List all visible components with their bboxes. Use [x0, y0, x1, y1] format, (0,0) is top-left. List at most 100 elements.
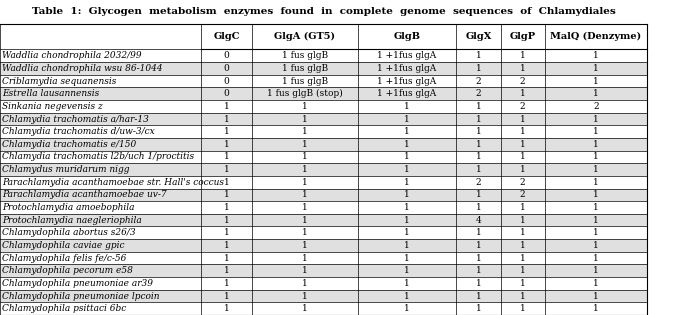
Text: 1: 1	[593, 190, 599, 199]
Bar	[0, 125, 647, 138]
Text: 1: 1	[520, 152, 526, 161]
Text: 1: 1	[593, 203, 599, 212]
Text: Chlamydophila psittaci 6bc: Chlamydophila psittaci 6bc	[2, 304, 126, 313]
Text: 1: 1	[520, 114, 526, 123]
Text: 1 fus glgB: 1 fus glgB	[282, 51, 328, 60]
Text: 1: 1	[520, 292, 526, 301]
Text: 1: 1	[520, 89, 526, 98]
Text: 1 fus glgB (stop): 1 fus glgB (stop)	[267, 89, 343, 98]
Text: 2: 2	[475, 77, 481, 86]
Text: 1: 1	[520, 203, 526, 212]
Text: 2: 2	[475, 89, 481, 98]
Text: 1: 1	[520, 279, 526, 288]
Text: 1: 1	[223, 140, 229, 149]
Text: 1: 1	[404, 140, 410, 149]
Text: 4: 4	[475, 216, 481, 225]
Bar	[0, 62, 647, 75]
Text: 0: 0	[223, 51, 229, 60]
Text: 1: 1	[520, 241, 526, 250]
Text: Protochlamydia naegleriophila: Protochlamydia naegleriophila	[2, 216, 142, 225]
Text: 1: 1	[593, 241, 599, 250]
Text: 1: 1	[404, 304, 410, 313]
Text: 1: 1	[404, 228, 410, 237]
Text: Chlamydophila caviae gpic: Chlamydophila caviae gpic	[2, 241, 125, 250]
Text: 1: 1	[593, 114, 599, 123]
Text: Chlamydophila pneumoniae lpcoin: Chlamydophila pneumoniae lpcoin	[2, 292, 159, 301]
Text: 1: 1	[520, 266, 526, 275]
Text: 1: 1	[475, 304, 481, 313]
Text: 1: 1	[302, 241, 308, 250]
Text: 1: 1	[223, 216, 229, 225]
Text: 2: 2	[475, 178, 481, 187]
Text: Chlamydophila felis fe/c-56: Chlamydophila felis fe/c-56	[2, 254, 127, 263]
Text: 1: 1	[593, 51, 599, 60]
Text: GlgA (GT5): GlgA (GT5)	[274, 32, 335, 41]
Text: 1: 1	[404, 241, 410, 250]
Text: 1: 1	[593, 165, 599, 174]
Text: GlgX: GlgX	[465, 32, 492, 41]
Text: 1 +1fus glgA: 1 +1fus glgA	[377, 89, 437, 98]
Text: 1: 1	[223, 102, 229, 111]
Text: 1: 1	[593, 77, 599, 86]
Text: 1: 1	[475, 266, 481, 275]
Text: Criblamydia sequanensis: Criblamydia sequanensis	[2, 77, 116, 86]
Text: Chlamydus muridarum nigg: Chlamydus muridarum nigg	[2, 165, 129, 174]
Text: 1: 1	[404, 216, 410, 225]
Text: MalQ (Denzyme): MalQ (Denzyme)	[550, 32, 642, 41]
Text: GlgC: GlgC	[213, 32, 240, 41]
Text: 1: 1	[475, 279, 481, 288]
Text: 1: 1	[404, 152, 410, 161]
Text: 1 +1fus glgA: 1 +1fus glgA	[377, 77, 437, 86]
Text: 1: 1	[302, 279, 308, 288]
Text: 1: 1	[404, 292, 410, 301]
Text: 1: 1	[593, 127, 599, 136]
Text: Chlamydia trachomatis e/150: Chlamydia trachomatis e/150	[2, 140, 136, 149]
Text: 1: 1	[302, 190, 308, 199]
Text: 1: 1	[302, 228, 308, 237]
Text: 1: 1	[302, 152, 308, 161]
Text: 1: 1	[302, 266, 308, 275]
Text: 1: 1	[593, 216, 599, 225]
Text: 1: 1	[475, 114, 481, 123]
Text: Chlamydia trachomatis a/har-13: Chlamydia trachomatis a/har-13	[2, 114, 149, 123]
Text: 1: 1	[404, 266, 410, 275]
Text: Chlamydia trachomatis d/uw-3/cx: Chlamydia trachomatis d/uw-3/cx	[2, 127, 155, 136]
Text: 1: 1	[593, 64, 599, 73]
Text: 1: 1	[404, 279, 410, 288]
Text: 1: 1	[223, 178, 229, 187]
Text: 1: 1	[223, 228, 229, 237]
Text: 1 +1fus glgA: 1 +1fus glgA	[377, 51, 437, 60]
Text: 1: 1	[475, 165, 481, 174]
Text: 1: 1	[404, 165, 410, 174]
Text: 1 fus glgB: 1 fus glgB	[282, 64, 328, 73]
Text: 1: 1	[520, 304, 526, 313]
Text: 1: 1	[223, 203, 229, 212]
Text: 1: 1	[223, 241, 229, 250]
Bar	[0, 277, 647, 290]
Text: 0: 0	[223, 89, 229, 98]
Bar	[0, 100, 647, 113]
Text: 1: 1	[404, 127, 410, 136]
Text: 1: 1	[223, 254, 229, 263]
Text: 1: 1	[475, 102, 481, 111]
Text: 2: 2	[593, 102, 599, 111]
Text: 1: 1	[475, 241, 481, 250]
Text: 1: 1	[302, 203, 308, 212]
Bar	[0, 201, 647, 214]
Text: 1: 1	[302, 102, 308, 111]
Text: 1: 1	[302, 178, 308, 187]
Text: 1 +1fus glgA: 1 +1fus glgA	[377, 64, 437, 73]
Text: 1: 1	[404, 254, 410, 263]
Bar	[0, 151, 647, 163]
Text: 1: 1	[404, 190, 410, 199]
Text: 1: 1	[520, 140, 526, 149]
Bar	[0, 239, 647, 252]
Text: GlgB: GlgB	[394, 32, 420, 41]
Text: 1: 1	[302, 165, 308, 174]
Text: 0: 0	[223, 77, 229, 86]
Bar	[0, 302, 647, 315]
Text: 2: 2	[520, 102, 526, 111]
Text: Waddlia chondrophila 2032/99: Waddlia chondrophila 2032/99	[2, 51, 142, 60]
Text: 1: 1	[593, 254, 599, 263]
Text: Chlamydophila pneumoniae ar39: Chlamydophila pneumoniae ar39	[2, 279, 153, 288]
